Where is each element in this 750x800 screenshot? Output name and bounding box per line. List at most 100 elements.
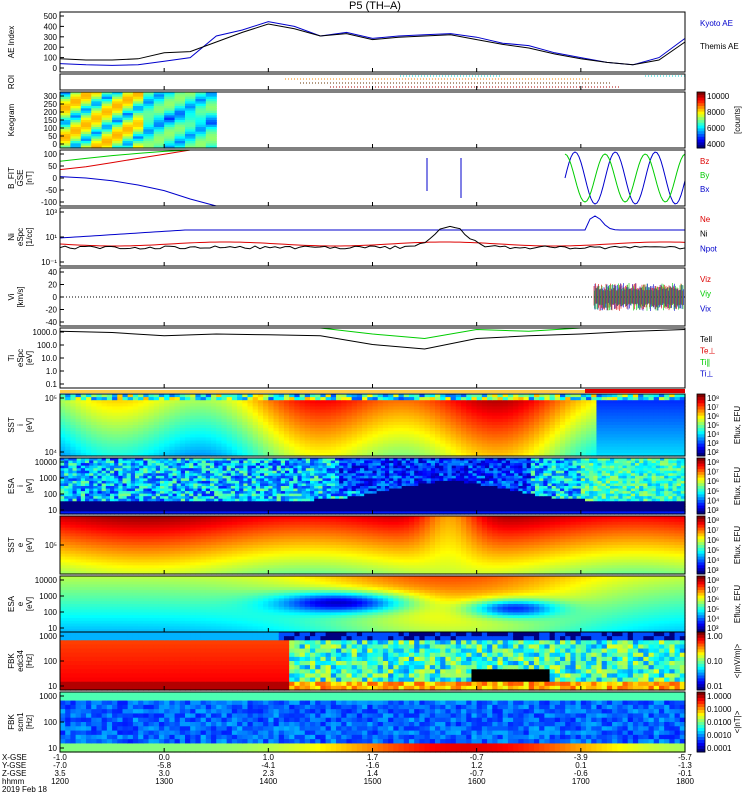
vi-ytick-label: 20 <box>48 281 57 290</box>
esa1-colorbar-frame <box>696 457 706 515</box>
sst1-ylabel: i <box>16 424 25 426</box>
keogram-colorbar <box>697 92 705 149</box>
mode-bar <box>60 390 685 393</box>
vi-ytick-label: -40 <box>45 318 57 327</box>
fbk1-colorbar-tick: 1.00 <box>707 632 723 641</box>
fbk1-ylabel: edc34 <box>16 650 25 672</box>
esa1-ytick-label: 1000 <box>39 474 57 483</box>
esa2-colorbar <box>697 576 705 633</box>
fbk2-colorbar-label: <|nT|> <box>733 710 742 733</box>
keogram-ytick-label: 300 <box>44 92 58 101</box>
sst2-colorbar-tick: 10⁴ <box>707 556 720 565</box>
esa2-colorbar-tick: 10³ <box>707 624 719 633</box>
esa1-ytick-label: 100 <box>44 490 58 499</box>
footer-value: 0.0 <box>159 753 171 762</box>
fbk2-ylabel: scm1 <box>16 712 25 732</box>
bfit-ytick-label: -100 <box>41 198 58 207</box>
ti-legend-label: Te⊥ <box>700 347 715 356</box>
ni-ytick-label: 10¹ <box>45 233 57 242</box>
vi-legend-label: Vix <box>700 304 711 313</box>
ni-legend-label: Ni <box>700 230 708 239</box>
keogram-colorbar-tick: 4000 <box>707 140 725 149</box>
esa2-colorbar-tick: 10⁶ <box>707 595 719 604</box>
footer-value: -0.1 <box>678 769 692 778</box>
footer-value: 1700 <box>572 777 590 786</box>
footer-value: -1.0 <box>53 753 67 762</box>
esa1-colorbar <box>697 458 705 515</box>
bfit-ytick-label: 50 <box>48 162 57 171</box>
footer-value: -4.1 <box>261 761 275 770</box>
footer-value: 1.0 <box>263 753 275 762</box>
footer-value: 1400 <box>259 777 277 786</box>
esa2-colorbar-tick: 10⁵ <box>707 605 719 614</box>
fbk1-ytick-label: 10 <box>48 682 57 691</box>
footer-value: 1200 <box>51 777 69 786</box>
sst2-colorbar-tick: 10³ <box>707 566 719 575</box>
fbk1-ytick-label: 100 <box>44 657 58 666</box>
keogram-ytick-label: 200 <box>44 108 58 117</box>
ae-ytick-label: 100 <box>44 54 58 63</box>
ti-ytick-label: 100.0 <box>37 341 58 350</box>
vi-ytick-label: -20 <box>45 306 57 315</box>
esa2-ytick-label: 1000 <box>39 592 57 601</box>
sst2-ylabel: SST <box>7 537 16 553</box>
footer-row-label: Z-GSE <box>2 769 26 778</box>
footer-value: -7.0 <box>53 761 67 770</box>
keogram-colorbar-tick: 6000 <box>707 124 725 133</box>
sst2-colorbar-tick: 10⁷ <box>707 526 719 535</box>
ni-legend-label: Npot <box>700 244 718 253</box>
footer-value: 1300 <box>155 777 173 786</box>
ti-legend-label: Ti⊥ <box>700 370 713 379</box>
fbk2-colorbar-tick: 0.0001 <box>707 744 732 753</box>
bfit-ytick-label: 100 <box>44 150 58 159</box>
sst1-ytick-label: 10⁴ <box>45 448 58 457</box>
vi-noise <box>593 283 684 311</box>
esa2-colorbar-tick: 10⁴ <box>707 614 720 623</box>
ae-ytick-label: 400 <box>44 22 58 31</box>
sst2-spectrogram <box>60 516 686 575</box>
fbk1-colorbar-tick: 0.10 <box>707 657 723 666</box>
bfit-ytick-label: -50 <box>45 186 57 195</box>
ti-ylabel: [eV] <box>25 351 34 365</box>
esa1-colorbar-tick: 10⁶ <box>707 477 719 486</box>
footer-value: -0.7 <box>470 769 484 778</box>
esa2-colorbar-tick: 10⁷ <box>707 586 719 595</box>
fbk1-spectrogram <box>60 632 686 691</box>
sst1-colorbar-tick: 10⁵ <box>707 421 719 430</box>
sst1-spectrogram <box>60 394 686 457</box>
ni-ni-line <box>59 225 686 250</box>
footer-row-label: 2019 Feb 18 <box>2 785 47 794</box>
ni-legend-label: Ne <box>700 215 711 224</box>
fbk2-ytick-label: 10 <box>48 744 57 753</box>
sst2-ylabel: [eV] <box>25 538 34 552</box>
esa2-ytick-label: 10 <box>48 624 57 633</box>
fbk1-colorbar-tick: 0.01 <box>707 682 723 691</box>
esa1-ytick-label: 10 <box>48 506 57 515</box>
ni-ytick-label: 10⁻¹ <box>41 258 57 267</box>
footer-value: 1.2 <box>471 761 483 770</box>
ti-ylabel: eSpc <box>16 349 25 367</box>
bfit-ytick-label: 0 <box>53 174 58 183</box>
footer-value: 1800 <box>676 777 694 786</box>
fbk2-ytick-label: 100 <box>44 718 58 727</box>
sst1-colorbar-label: Eflux, EFU <box>733 406 742 444</box>
ae-series-line <box>59 21 686 66</box>
fbk2-spectrogram <box>60 692 686 753</box>
footer-row-label: Y-GSE <box>2 761 26 770</box>
fbk2-colorbar-frame <box>696 691 706 753</box>
bfit-legend-label: Bx <box>700 185 709 194</box>
sst1-colorbar-tick: 10⁴ <box>707 430 720 439</box>
footer-value: -0.6 <box>574 769 588 778</box>
sst1-colorbar-tick: 10⁸ <box>707 394 719 403</box>
footer-row-label: X-GSE <box>2 753 27 762</box>
ae-legend-label: Kyoto AE <box>700 19 733 28</box>
sst2-colorbar-frame <box>696 515 706 575</box>
bfit-series-line <box>59 149 191 162</box>
fbk2-ylabel: [Hz] <box>25 715 34 729</box>
roi-ylabel: ROI <box>7 75 16 89</box>
fbk2-colorbar-tick: 0.0100 <box>707 718 732 727</box>
keogram-ytick-label: 50 <box>48 132 57 141</box>
sst1-colorbar-tick: 10² <box>707 448 719 457</box>
plot-title: P5 (TH–A) <box>349 0 401 12</box>
sst1-colorbar-tick: 10³ <box>707 439 719 448</box>
